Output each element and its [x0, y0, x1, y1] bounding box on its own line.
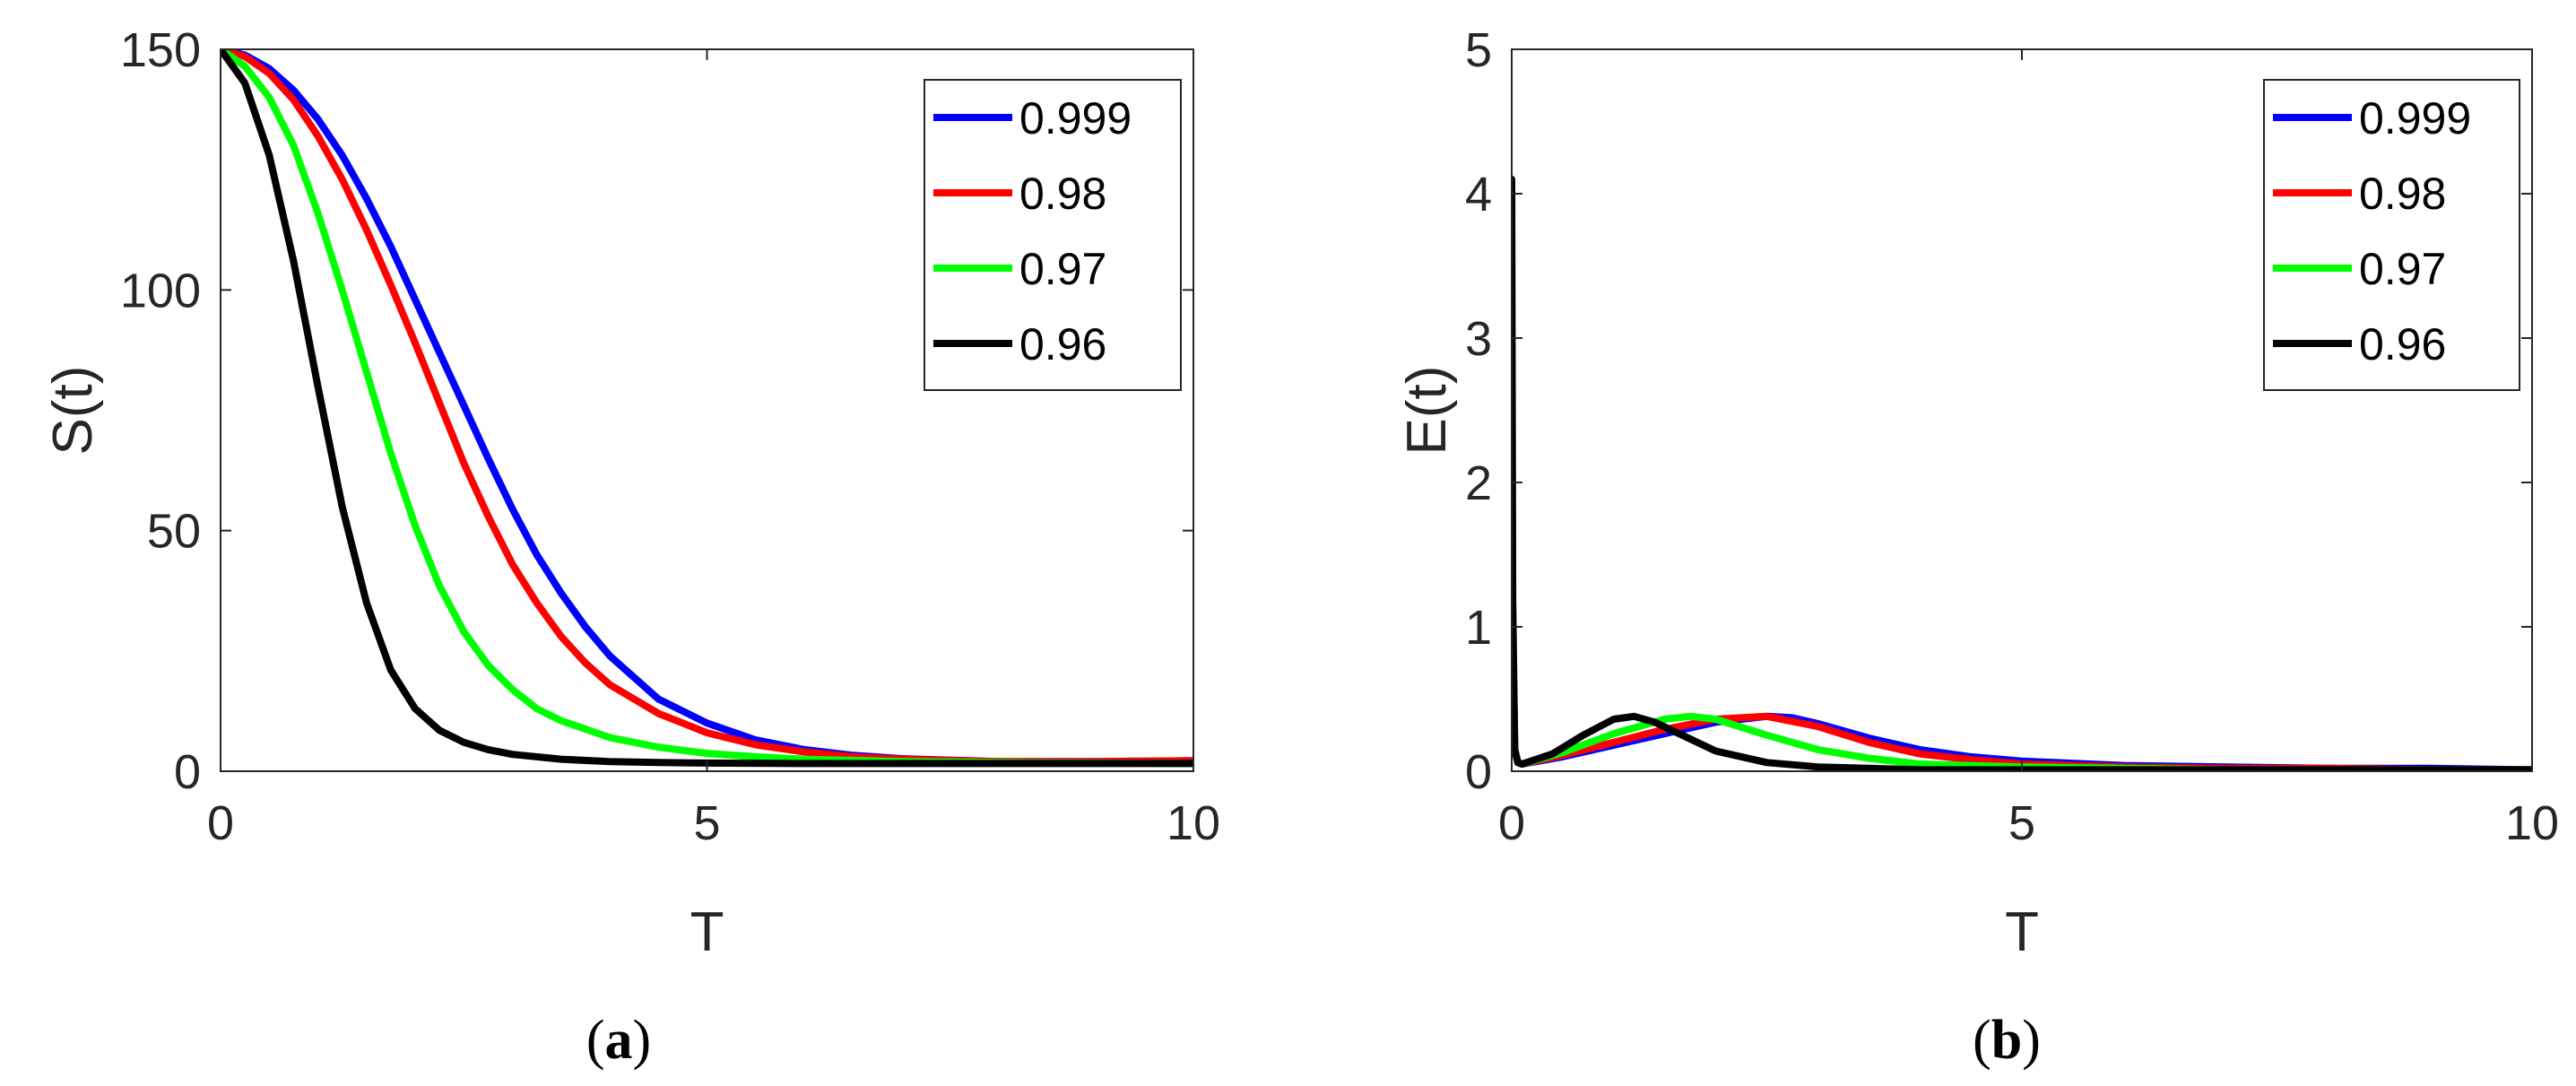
y-tick-label: 0 [174, 745, 201, 799]
legend-label-0.96: 0.96 [2359, 319, 2446, 369]
y-tick-label: 4 [1465, 168, 1492, 222]
series-line-0.97 [221, 49, 1193, 768]
y-tick-label: 150 [120, 23, 201, 77]
legend-label-0.97: 0.97 [1019, 244, 1106, 294]
y-axis-label: E(t) [1396, 366, 1458, 456]
caption-paren-open: ( [586, 1010, 605, 1071]
y-axis-label: S(t) [42, 366, 104, 456]
panel-caption: (a) [586, 1010, 651, 1071]
legend: 0.999 0.98 0.97 0.96 [2263, 79, 2520, 391]
x-tick-label: 0 [1498, 796, 1525, 850]
y-tick-label: 1 [1465, 601, 1492, 655]
legend-label-0.98: 0.98 [2359, 169, 2446, 219]
legend-label-0.999: 0.999 [1019, 93, 1132, 143]
caption-paren-close: ) [633, 1010, 652, 1071]
legend-label-0.96: 0.96 [1019, 319, 1106, 369]
panel-b: 0 5 10 0 1 2 3 4 5 T E(t) 0.999 0.98 0.97 0.96 (b) [1396, 23, 2559, 1071]
x-tick-label: 10 [2505, 796, 2559, 850]
panel-caption: (b) [1973, 1010, 2041, 1071]
legend-label-0.999: 0.999 [2359, 93, 2471, 143]
caption-paren-close: ) [2022, 1010, 2041, 1071]
legend-label-0.98: 0.98 [1019, 169, 1106, 219]
legend: 0.999 0.98 0.97 0.96 [924, 79, 1182, 391]
y-tick-label: 3 [1465, 312, 1492, 366]
series-line-0.98 [221, 49, 1193, 766]
x-axis-label: T [690, 901, 724, 963]
y-tick-label: 100 [120, 264, 201, 317]
legend-label-0.97: 0.97 [2359, 244, 2446, 294]
y-tick-label: 50 [147, 505, 201, 559]
x-tick-label: 10 [1167, 796, 1220, 850]
legend-box [2263, 79, 2520, 391]
y-tick-label: 0 [1465, 745, 1492, 799]
series-line-0.96 [1512, 175, 2532, 771]
x-tick-label: 0 [207, 796, 234, 850]
caption-letter: b [1991, 1010, 2022, 1071]
series-line-0.96 [221, 49, 1193, 768]
x-tick-label: 5 [693, 796, 720, 850]
legend-box [924, 79, 1182, 391]
caption-paren-open: ( [1973, 1010, 1991, 1071]
x-tick-label: 5 [2008, 796, 2035, 850]
y-tick-label: 2 [1465, 456, 1492, 510]
caption-letter: a [605, 1010, 633, 1071]
series-line-0.98 [1512, 392, 2532, 771]
x-axis-label: T [2005, 901, 2039, 963]
y-tick-label: 5 [1465, 23, 1492, 77]
